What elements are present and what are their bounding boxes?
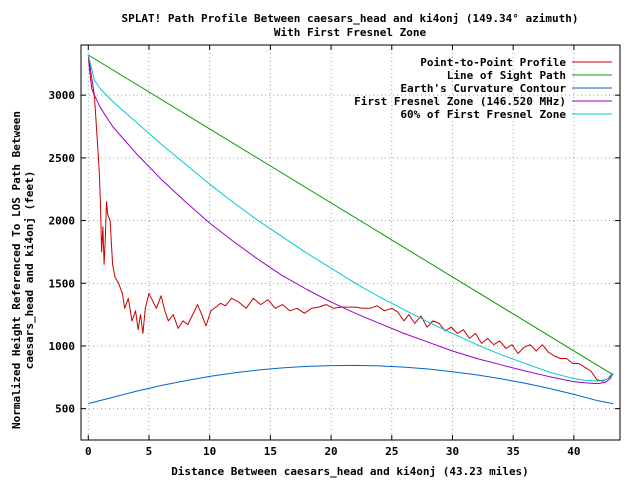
y-tick-label: 1500 (49, 277, 76, 290)
series-layer (87, 54, 614, 405)
x-axis-ticks: 0 5 10 15 20 25 30 35 40 (85, 45, 580, 458)
y-tick-label: 2500 (49, 152, 76, 165)
y-axis-label-line-1: Normalized Height Referenced To LOS Path… (10, 111, 23, 429)
series-line-5 (87, 54, 614, 382)
y-tick-label: 500 (55, 403, 75, 416)
y-axis-ticks: 500 1000 1500 2000 2500 3000 (49, 89, 620, 416)
x-tick-label: 35 (507, 445, 520, 458)
x-tick-label: 25 (385, 445, 398, 458)
x-tick-label: 40 (567, 445, 580, 458)
y-tick-label: 1000 (49, 340, 76, 353)
y-axis-label-group: Normalized Height Referenced To LOS Path… (10, 111, 36, 429)
legend-entry-label-4: First Fresnel Zone (146.520 MHz) (354, 95, 566, 108)
x-tick-label: 20 (324, 445, 337, 458)
legend-entry-label-1: Point-to-Point Profile (420, 56, 566, 69)
series-line-1 (87, 54, 614, 382)
x-tick-label: 5 (146, 445, 153, 458)
x-axis-label: Distance Between caesars_head and ki4onj… (171, 465, 529, 478)
y-tick-label: 2000 (49, 215, 76, 228)
x-tick-label: 10 (203, 445, 216, 458)
chart-title: SPLAT! Path Profile Between caesars_head… (122, 12, 579, 25)
x-tick-label: 15 (264, 445, 277, 458)
y-tick-label: 3000 (49, 89, 76, 102)
chart-subtitle: With First Fresnel Zone (274, 26, 427, 39)
legend-entry-label-3: Earth's Curvature Contour (400, 82, 566, 95)
series-line-4 (87, 54, 614, 385)
legend-entry-label-2: Line of Sight Path (447, 69, 566, 82)
x-tick-label: 0 (85, 445, 92, 458)
legend-entry-label-5: 60% of First Fresnel Zone (400, 108, 566, 121)
x-tick-label: 30 (446, 445, 459, 458)
series-line-2 (88, 54, 614, 376)
y-axis-label-line-2: caesars_head and ki4onj (feet) (23, 171, 36, 370)
plot-frame (80, 44, 621, 441)
series-line-3 (88, 364, 614, 405)
